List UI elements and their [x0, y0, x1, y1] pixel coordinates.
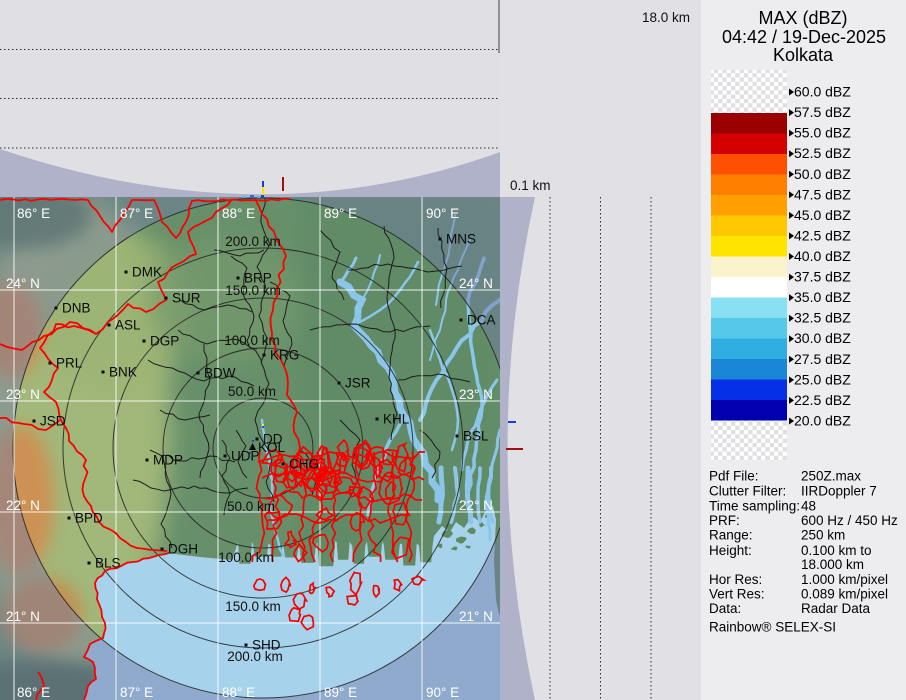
svg-text:DD: DD: [263, 432, 283, 447]
svg-text:55.0 dBZ: 55.0 dBZ: [794, 125, 851, 141]
svg-text:MDP: MDP: [153, 453, 183, 468]
svg-text:0.089 km/pixel: 0.089 km/pixel: [801, 587, 888, 602]
svg-text:Vert Res:: Vert Res:: [709, 587, 765, 602]
svg-text:BDW: BDW: [204, 366, 236, 381]
svg-text:150.0 km: 150.0 km: [225, 283, 281, 298]
svg-text:BSL: BSL: [463, 429, 489, 444]
svg-text:37.5 dBZ: 37.5 dBZ: [794, 269, 851, 285]
svg-text:DMK: DMK: [132, 265, 162, 280]
svg-text:BPD: BPD: [75, 511, 103, 526]
svg-text:100.0 km: 100.0 km: [218, 550, 274, 565]
svg-text:ASL: ASL: [115, 318, 141, 333]
svg-text:22.5 dBZ: 22.5 dBZ: [794, 392, 851, 408]
svg-text:KHL: KHL: [383, 412, 410, 427]
svg-text:86° E: 86° E: [17, 206, 50, 221]
svg-text:89° E: 89° E: [324, 206, 357, 221]
svg-text:57.5 dBZ: 57.5 dBZ: [794, 104, 851, 120]
svg-text:0.1 km: 0.1 km: [510, 178, 551, 193]
svg-text:88° E: 88° E: [222, 685, 255, 700]
svg-text:Rainbow® SELEX-SI: Rainbow® SELEX-SI: [709, 620, 836, 635]
svg-text:Kolkata: Kolkata: [773, 45, 834, 65]
svg-text:87° E: 87° E: [120, 685, 153, 700]
svg-text:KRG: KRG: [270, 348, 299, 363]
svg-text:BNK: BNK: [109, 365, 137, 380]
svg-text:30.0 dBZ: 30.0 dBZ: [794, 330, 851, 346]
svg-text:UDP: UDP: [231, 449, 260, 464]
svg-text:Range:: Range:: [709, 528, 753, 543]
svg-text:87° E: 87° E: [120, 206, 153, 221]
svg-text:47.5 dBZ: 47.5 dBZ: [794, 186, 851, 202]
svg-text:SUR: SUR: [172, 291, 201, 306]
svg-text:22° N: 22° N: [459, 498, 493, 513]
svg-text:24° N: 24° N: [459, 276, 493, 291]
svg-text:Pdf File:: Pdf File:: [709, 469, 759, 484]
svg-text:89° E: 89° E: [324, 685, 357, 700]
svg-text:18.000 km: 18.000 km: [801, 557, 864, 572]
svg-text:27.5 dBZ: 27.5 dBZ: [794, 351, 851, 367]
svg-text:DGP: DGP: [150, 334, 179, 349]
svg-text:MAX (dBZ): MAX (dBZ): [758, 8, 847, 28]
svg-text:MNS: MNS: [446, 232, 476, 247]
svg-text:52.5 dBZ: 52.5 dBZ: [794, 145, 851, 161]
svg-text:21° N: 21° N: [6, 609, 40, 624]
svg-text:32.5 dBZ: 32.5 dBZ: [794, 310, 851, 326]
svg-text:24° N: 24° N: [6, 276, 40, 291]
svg-text:50.0 km: 50.0 km: [227, 499, 275, 514]
svg-text:Clutter Filter:: Clutter Filter:: [709, 484, 786, 499]
svg-text:Hor Res:: Hor Res:: [709, 572, 762, 587]
svg-text:21° N: 21° N: [459, 609, 493, 624]
svg-text:Time sampling:: Time sampling:: [709, 499, 800, 514]
svg-text:100.0 km: 100.0 km: [224, 333, 280, 348]
svg-text:IIRDoppler 7: IIRDoppler 7: [801, 484, 877, 499]
svg-text:60.0 dBZ: 60.0 dBZ: [794, 84, 851, 100]
svg-text:BLS: BLS: [95, 556, 121, 571]
svg-text:40.0 dBZ: 40.0 dBZ: [794, 248, 851, 264]
svg-text:50.0 dBZ: 50.0 dBZ: [794, 166, 851, 182]
svg-text:Data:: Data:: [709, 601, 741, 616]
svg-text:DGH: DGH: [168, 542, 198, 557]
svg-text:250Z.max: 250Z.max: [801, 469, 861, 484]
svg-text:0.100 km to: 0.100 km to: [801, 543, 872, 558]
svg-text:SHD: SHD: [252, 638, 281, 653]
svg-text:86° E: 86° E: [17, 685, 50, 700]
svg-text:45.0 dBZ: 45.0 dBZ: [794, 207, 851, 223]
svg-text:20.0 dBZ: 20.0 dBZ: [794, 413, 851, 429]
svg-text:42.5 dBZ: 42.5 dBZ: [794, 227, 851, 243]
svg-text:Radar Data: Radar Data: [801, 601, 871, 616]
svg-text:DNB: DNB: [62, 301, 91, 316]
svg-text:600 Hz / 450 Hz: 600 Hz / 450 Hz: [801, 513, 898, 528]
svg-text:25.0 dBZ: 25.0 dBZ: [794, 371, 851, 387]
svg-text:90° E: 90° E: [426, 685, 459, 700]
svg-text:150.0 km: 150.0 km: [225, 599, 281, 614]
svg-text:90° E: 90° E: [426, 206, 459, 221]
svg-text:18.0 km: 18.0 km: [642, 10, 690, 25]
svg-text:250 km: 250 km: [801, 528, 845, 543]
svg-text:JSD: JSD: [40, 414, 66, 429]
svg-text:22° N: 22° N: [6, 498, 40, 513]
svg-text:KOL: KOL: [258, 440, 286, 455]
svg-text:23° N: 23° N: [6, 387, 40, 402]
svg-text:04:42 / 19-Dec-2025: 04:42 / 19-Dec-2025: [722, 27, 886, 47]
svg-text:CHG: CHG: [289, 457, 319, 472]
svg-text:JSR: JSR: [345, 376, 371, 391]
svg-text:48: 48: [801, 499, 816, 514]
svg-text:88° E: 88° E: [222, 206, 255, 221]
svg-text:PRF:: PRF:: [709, 513, 740, 528]
svg-text:1.000 km/pixel: 1.000 km/pixel: [801, 572, 888, 587]
svg-text:200.0 km: 200.0 km: [225, 234, 281, 249]
svg-text:PRL: PRL: [56, 356, 83, 371]
svg-text:Height:: Height:: [709, 543, 752, 558]
svg-text:50.0 km: 50.0 km: [228, 384, 276, 399]
svg-text:200.0 km: 200.0 km: [227, 649, 283, 664]
svg-text:BRP: BRP: [244, 271, 272, 286]
svg-text:35.0 dBZ: 35.0 dBZ: [794, 289, 851, 305]
svg-text:DCA: DCA: [467, 313, 496, 328]
svg-text:23° N: 23° N: [459, 387, 493, 402]
